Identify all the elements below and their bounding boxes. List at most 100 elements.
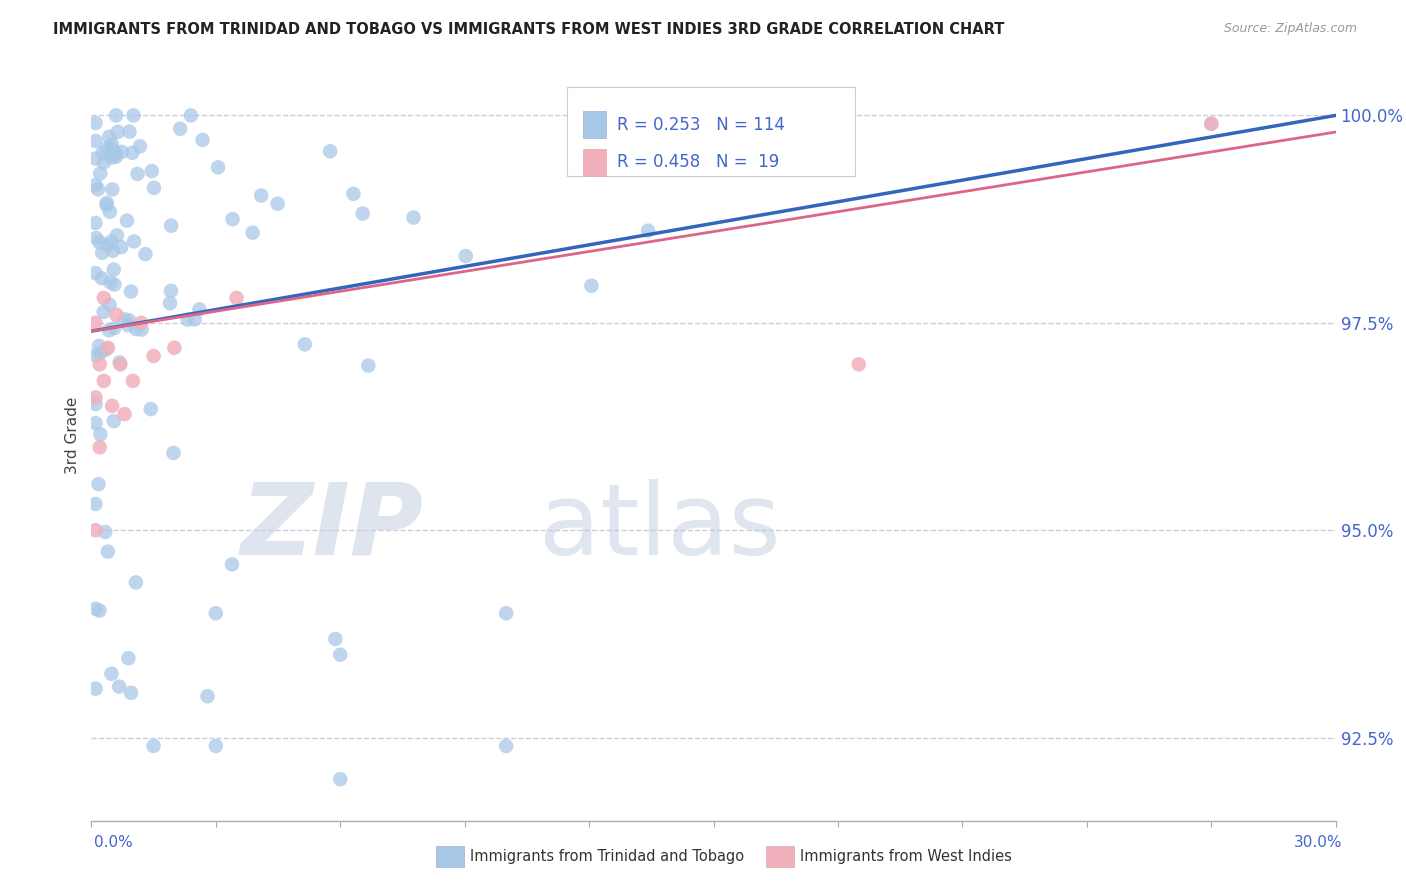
Point [90, 271, 112, 285]
Point [183, 312, 205, 326]
Point [221, 212, 243, 227]
Point [93, 305, 115, 319]
Point [117, 318, 139, 333]
Point [402, 211, 425, 225]
Point [87, 477, 110, 491]
Point [342, 186, 364, 201]
Text: Immigrants from West Indies: Immigrants from West Indies [800, 849, 1012, 863]
Point [103, 321, 125, 335]
Point [84, 602, 107, 616]
Point [98, 204, 121, 219]
Point [120, 285, 142, 299]
Point [118, 125, 141, 139]
Point [101, 182, 124, 196]
Point [1201, 117, 1223, 131]
Text: R = 0.458   N =  19: R = 0.458 N = 19 [617, 153, 779, 171]
Text: ZIP: ZIP [240, 479, 423, 576]
Point [100, 666, 122, 681]
Point [454, 249, 477, 263]
Point [160, 219, 183, 233]
Point [100, 235, 122, 249]
Point [110, 357, 132, 371]
Point [352, 206, 374, 220]
Point [176, 312, 198, 326]
Point [98, 298, 121, 312]
Point [84, 497, 107, 511]
Point [125, 575, 148, 590]
Point [207, 161, 229, 175]
Point [91, 145, 114, 160]
Point [84, 681, 107, 696]
Point [122, 235, 145, 249]
Point [127, 167, 149, 181]
Point [141, 164, 163, 178]
Point [180, 108, 202, 122]
Point [242, 226, 264, 240]
Point [143, 181, 166, 195]
Point [96, 198, 118, 212]
Point [101, 137, 124, 152]
Point [84, 391, 107, 405]
Point [848, 357, 870, 371]
Point [108, 680, 131, 694]
Point [129, 316, 152, 330]
Text: 0.0%: 0.0% [94, 836, 134, 850]
Point [100, 276, 122, 290]
Point [84, 178, 107, 193]
Point [87, 182, 110, 196]
Point [84, 266, 107, 280]
Point [104, 145, 127, 160]
Point [94, 343, 117, 357]
Text: Source: ZipAtlas.com: Source: ZipAtlas.com [1223, 22, 1357, 36]
Point [225, 291, 247, 305]
Point [118, 313, 141, 327]
Y-axis label: 3rd Grade: 3rd Grade [65, 396, 80, 474]
Point [97, 544, 120, 558]
Point [84, 416, 107, 430]
Point [131, 322, 153, 336]
Point [637, 224, 659, 238]
Point [122, 108, 145, 122]
Point [84, 134, 107, 148]
Point [93, 374, 115, 388]
Point [89, 235, 111, 249]
Point [103, 262, 125, 277]
Point [1201, 117, 1223, 131]
Point [84, 152, 107, 166]
Point [693, 138, 716, 153]
Point [89, 440, 111, 454]
Point [89, 166, 111, 180]
Point [84, 231, 107, 245]
Point [197, 689, 219, 703]
Point [134, 247, 156, 261]
Point [98, 129, 121, 144]
Point [87, 339, 110, 353]
Point [139, 402, 162, 417]
Point [100, 151, 122, 165]
Point [97, 341, 120, 355]
Point [266, 196, 288, 211]
Point [111, 145, 134, 159]
Text: IMMIGRANTS FROM TRINIDAD AND TOBAGO VS IMMIGRANTS FROM WEST INDIES 3RD GRADE COR: IMMIGRANTS FROM TRINIDAD AND TOBAGO VS I… [53, 22, 1005, 37]
Point [84, 316, 107, 330]
Point [84, 216, 107, 230]
Point [96, 196, 118, 211]
Point [329, 772, 352, 786]
Point [117, 651, 139, 665]
Point [495, 606, 517, 620]
Point [160, 284, 183, 298]
Point [110, 240, 132, 254]
Point [114, 407, 136, 421]
Point [96, 238, 118, 252]
Text: Immigrants from Trinidad and Tobago: Immigrants from Trinidad and Tobago [470, 849, 744, 863]
Point [89, 357, 111, 371]
Point [84, 348, 107, 362]
Point [108, 355, 131, 369]
Point [129, 139, 152, 153]
Point [105, 308, 128, 322]
Point [96, 142, 118, 156]
Point [163, 341, 186, 355]
Point [357, 359, 380, 373]
Point [250, 188, 273, 202]
Point [89, 427, 111, 442]
